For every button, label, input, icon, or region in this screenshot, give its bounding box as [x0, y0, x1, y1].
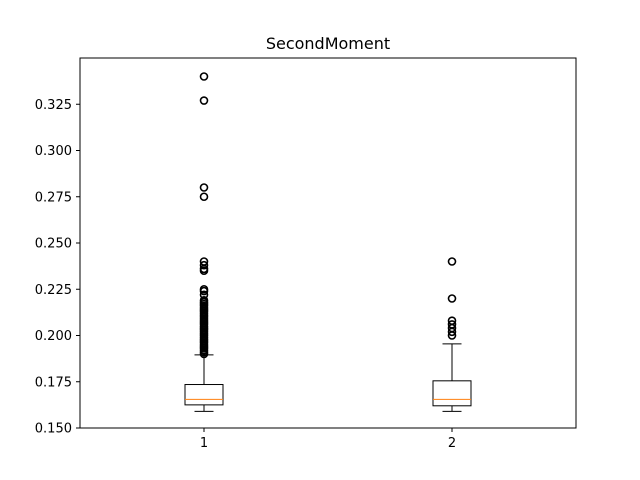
outlier-point: [199, 260, 209, 270]
outlier-point: [199, 290, 209, 300]
box-group-2: [432, 257, 472, 412]
y-tick-label: 0.150: [35, 422, 72, 437]
outlier-point: [447, 294, 457, 303]
y-axis: 0.150 0.175 0.200 0.225 0.250 0.275 0.300 0.325: [35, 98, 80, 437]
chart-title: SecondMoment: [266, 34, 390, 53]
plot-frame: [79, 57, 577, 429]
iqr-box: [432, 380, 472, 407]
outlier-point: [199, 284, 209, 294]
y-tick-label: 0.300: [35, 144, 72, 159]
outlier-point: [199, 72, 209, 81]
outlier-point: [447, 316, 457, 326]
y-tick-label: 0.275: [35, 190, 72, 205]
y-tick-label: 0.225: [35, 283, 72, 298]
x-tick-label: 2: [448, 436, 456, 451]
y-tick-label: 0.175: [35, 375, 72, 390]
box-group-1: [184, 72, 224, 412]
outlier-point: [199, 192, 209, 202]
outlier-point: [447, 257, 457, 266]
outlier-point: [199, 296, 209, 305]
x-tick-label: 1: [200, 436, 208, 451]
plot-content: [184, 72, 472, 412]
outlier-point: [199, 183, 209, 192]
y-tick-label: 0.200: [35, 329, 72, 344]
iqr-box: [184, 384, 224, 406]
y-tick-label: 0.325: [35, 98, 72, 113]
outlier-point: [199, 96, 209, 105]
outlier-point: [199, 257, 209, 266]
y-tick-label: 0.250: [35, 237, 72, 252]
outlier-point: [447, 320, 457, 329]
